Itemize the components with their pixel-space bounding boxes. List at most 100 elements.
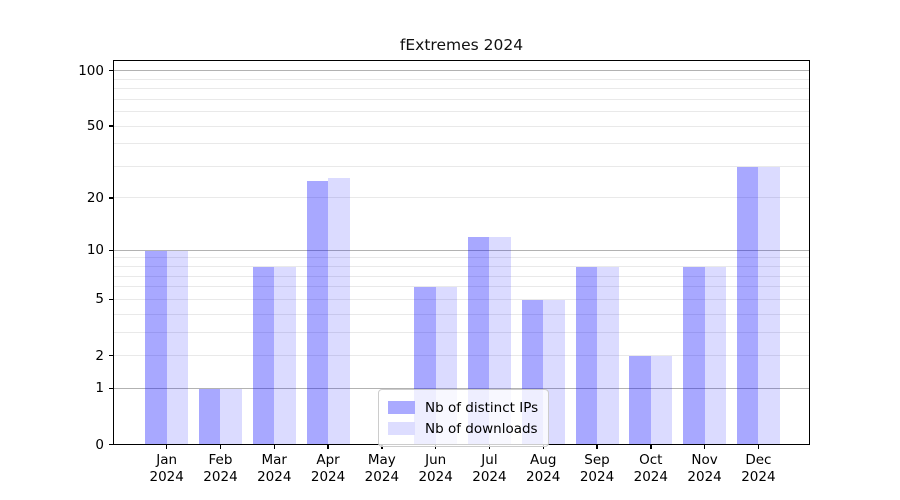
x-tick-feb bbox=[219, 445, 222, 449]
gridline-minor-60 bbox=[113, 111, 810, 113]
legend-swatch-downloads bbox=[388, 422, 415, 435]
gridline-major-10 bbox=[113, 249, 810, 251]
x-label-month: Jan bbox=[156, 452, 178, 468]
x-tick-nov bbox=[703, 445, 706, 449]
x-tick-label-nov: Nov 2024 bbox=[677, 452, 733, 486]
x-tick-label-aug: Aug 2024 bbox=[515, 452, 571, 486]
x-label-month: Sep bbox=[584, 452, 610, 468]
bar-downloads-sep bbox=[597, 267, 619, 445]
gridline-minor-80 bbox=[113, 88, 810, 90]
x-tick-sep bbox=[596, 445, 598, 449]
gridline-minor-30 bbox=[113, 165, 810, 167]
x-label-year: 2024 bbox=[257, 469, 292, 485]
y-tick-label-5: 5 bbox=[95, 291, 104, 308]
x-label-year: 2024 bbox=[310, 469, 346, 485]
x-label-month: Feb bbox=[208, 452, 233, 468]
x-tick-label-jan: Jan 2024 bbox=[139, 452, 195, 486]
x-label-year: 2024 bbox=[579, 469, 615, 485]
x-label-month: Apr bbox=[316, 452, 340, 468]
gridline-minor-90 bbox=[113, 78, 810, 80]
x-label-month: Jul bbox=[481, 452, 498, 468]
x-tick-label-sep: Sep 2024 bbox=[569, 452, 625, 486]
gridline-minor-3 bbox=[113, 331, 810, 333]
x-label-year: 2024 bbox=[526, 469, 561, 485]
bar-distinct-ips-oct bbox=[629, 356, 651, 445]
bar-distinct-ips-sep bbox=[575, 267, 598, 445]
x-label-month: Aug bbox=[530, 452, 557, 468]
y-tick-0 bbox=[109, 443, 113, 446]
x-tick-label-jul: Jul 2024 bbox=[461, 452, 517, 486]
gridline-minor-8 bbox=[113, 266, 810, 268]
bar-distinct-ips-feb bbox=[198, 388, 221, 445]
x-label-year: 2024 bbox=[418, 469, 453, 485]
x-tick-aug bbox=[542, 445, 544, 449]
x-tick-apr bbox=[327, 445, 329, 449]
bar-downloads-dec bbox=[758, 166, 780, 445]
x-tick-oct bbox=[650, 445, 652, 449]
y-tick-10 bbox=[109, 249, 113, 251]
y-tick-50 bbox=[109, 125, 113, 127]
y-tick-label-1: 1 bbox=[95, 380, 104, 397]
gridline-minor-4 bbox=[113, 313, 810, 315]
gridline-major-100 bbox=[113, 70, 810, 72]
gridline-minor-2 bbox=[113, 355, 810, 356]
bar-downloads-mar bbox=[274, 267, 296, 445]
y-tick-100 bbox=[109, 69, 113, 72]
y-tick-1 bbox=[109, 387, 113, 390]
gridline-minor-5 bbox=[113, 298, 810, 300]
x-label-year: 2024 bbox=[472, 469, 507, 485]
x-label-month: Dec bbox=[745, 452, 772, 468]
gridline-minor-6 bbox=[113, 286, 810, 288]
y-tick-5 bbox=[109, 298, 113, 301]
x-tick-label-feb: Feb 2024 bbox=[192, 452, 248, 486]
x-label-month: May bbox=[367, 452, 396, 468]
x-tick-label-dec: Dec 2024 bbox=[730, 452, 786, 486]
y-tick-2 bbox=[109, 354, 113, 357]
x-label-year: 2024 bbox=[149, 469, 184, 485]
y-tick-label-0: 0 bbox=[95, 436, 104, 453]
x-tick-label-oct: Oct 2024 bbox=[623, 452, 679, 486]
bar-distinct-ips-mar bbox=[252, 267, 275, 445]
plot-area: Nb of distinct IPs Nb of downloads bbox=[113, 60, 810, 447]
x-tick-jan bbox=[166, 445, 168, 449]
bar-downloads-feb bbox=[220, 388, 242, 445]
gridline-minor-20 bbox=[113, 197, 810, 199]
x-label-month: Mar bbox=[261, 452, 287, 468]
x-tick-label-apr: Apr 2024 bbox=[300, 452, 356, 486]
x-label-year: 2024 bbox=[687, 469, 722, 485]
x-label-year: 2024 bbox=[633, 469, 668, 485]
y-tick-20 bbox=[109, 197, 113, 199]
legend-swatch-distinct-ips bbox=[388, 401, 415, 414]
y-tick-label-2: 2 bbox=[95, 347, 104, 364]
bar-downloads-oct bbox=[650, 356, 673, 445]
x-tick-label-may: May 2024 bbox=[354, 452, 410, 486]
x-label-year: 2024 bbox=[203, 469, 238, 485]
bar-distinct-ips-dec bbox=[736, 166, 759, 445]
gridline-minor-9 bbox=[113, 257, 810, 259]
bar-downloads-jan bbox=[166, 250, 189, 445]
x-tick-label-jun: Jun 2024 bbox=[408, 452, 464, 486]
y-tick-label-100: 100 bbox=[78, 62, 104, 79]
legend-item-downloads: Nb of downloads bbox=[388, 418, 538, 439]
chart-title: fExtremes 2024 bbox=[399, 36, 524, 54]
x-label-year: 2024 bbox=[741, 469, 776, 485]
x-label-month: Nov bbox=[691, 452, 718, 468]
x-label-month: Jun bbox=[425, 452, 447, 468]
bar-distinct-ips-jan bbox=[145, 250, 167, 445]
x-tick-may bbox=[381, 445, 383, 449]
bar-downloads-apr bbox=[328, 178, 350, 445]
x-tick-label-mar: Mar 2024 bbox=[246, 452, 302, 486]
x-tick-jul bbox=[488, 445, 491, 449]
y-tick-label-50: 50 bbox=[86, 118, 104, 135]
x-tick-jun bbox=[434, 445, 437, 449]
gridline-minor-7 bbox=[113, 275, 810, 277]
bar-downloads-nov bbox=[704, 267, 727, 445]
bar-distinct-ips-apr bbox=[306, 181, 329, 445]
gridline-minor-40 bbox=[113, 143, 810, 145]
legend-label: Nb of downloads bbox=[425, 420, 538, 437]
legend-item-distinct-ips: Nb of distinct IPs bbox=[388, 397, 538, 418]
gridline-major-1 bbox=[113, 387, 810, 389]
x-tick-dec bbox=[757, 445, 760, 449]
legend-label: Nb of distinct IPs bbox=[425, 399, 539, 416]
